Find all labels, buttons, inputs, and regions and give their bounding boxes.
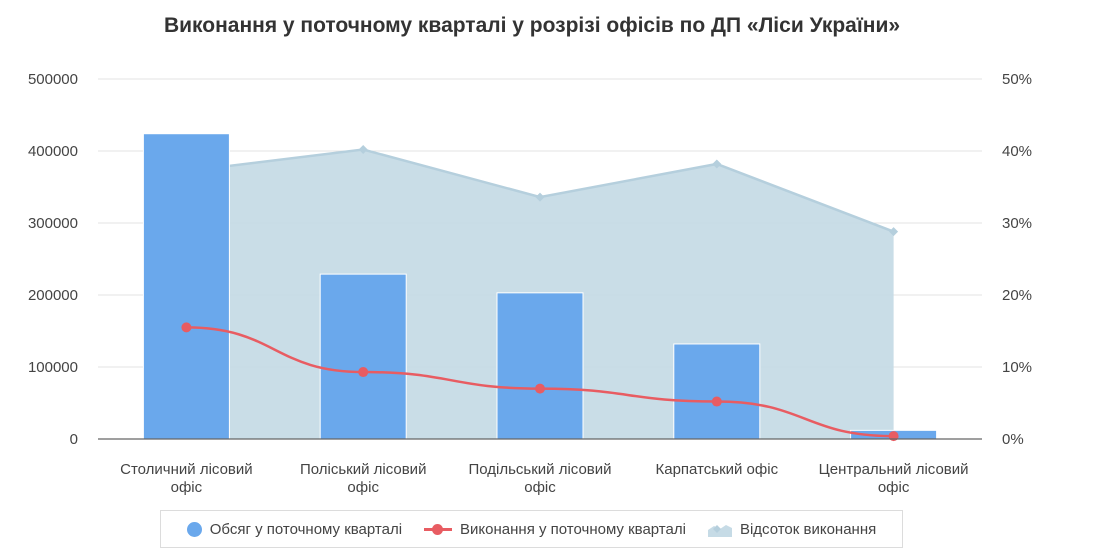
y-tick-label-left: 200000	[28, 287, 78, 304]
legend-label-execution: Виконання у поточному кварталі	[460, 520, 686, 538]
legend-label-volume: Обсяг у поточному кварталі	[209, 520, 403, 538]
y-tick-label-left: 0	[70, 431, 78, 448]
x-tick-label: Карпатський офіс	[656, 461, 779, 478]
y-tick-label-left: 300000	[28, 215, 78, 232]
y-tick-label-right: 30%	[1002, 215, 1032, 232]
legend: Обсяг у поточному кварталі Виконання у п…	[160, 510, 903, 548]
execution-point	[711, 396, 722, 407]
chart-title: Виконання у поточному кварталі у розрізі…	[163, 14, 901, 37]
y-tick-label-left: 100000	[28, 359, 78, 376]
execution-point	[888, 431, 899, 442]
legend-item-volume[interactable]: Обсяг у поточному кварталі	[186, 520, 403, 538]
y-tick-label-right: 50%	[1002, 71, 1032, 88]
volume-bar	[142, 133, 230, 440]
volume-bar-series	[142, 133, 938, 440]
x-tick-label: Центральний лісовий	[819, 461, 969, 478]
y-tick-label-left: 500000	[28, 71, 78, 88]
execution-line-series	[181, 322, 899, 442]
axes: 0 0% 100000 10% 200000 20% 300000 30% 400000 40% 5…	[28, 71, 1032, 496]
y-tick-label-right: 0%	[1002, 431, 1024, 448]
x-tick-label: офіс	[878, 479, 910, 496]
legend-label-percent: Відсоток виконання	[739, 520, 877, 538]
y-tick-label-right: 10%	[1002, 359, 1032, 376]
y-tick-label-left: 400000	[28, 143, 78, 160]
x-tick-label: Подільський лісовий	[468, 461, 611, 478]
chart-plot: 0 0% 100000 10% 200000 20% 300000 30% 400000 40% 5…	[28, 71, 1032, 496]
percent-point	[889, 227, 899, 237]
percent-point	[358, 145, 368, 155]
execution-point	[535, 383, 545, 394]
execution-point	[181, 322, 192, 333]
percent-point	[535, 192, 545, 202]
circle-icon	[186, 521, 202, 537]
area-icon	[707, 522, 732, 537]
volume-bar	[319, 273, 407, 440]
line-dot-icon	[424, 522, 453, 537]
execution-point	[358, 367, 369, 378]
legend-item-execution[interactable]: Виконання у поточному кварталі	[424, 521, 686, 538]
x-tick-label: Столичний лісовий	[120, 461, 253, 478]
x-tick-label: офіс	[524, 479, 556, 496]
percent-point	[712, 159, 722, 169]
volume-bar	[496, 292, 584, 440]
y-tick-label-right: 20%	[1002, 287, 1032, 304]
legend-item-percent[interactable]: Відсоток виконання	[707, 520, 877, 538]
x-tick-label: офіс	[171, 479, 203, 496]
volume-bar	[673, 343, 761, 440]
y-tick-label-right: 40%	[1002, 143, 1032, 160]
x-tick-label: офіс	[347, 479, 379, 496]
x-tick-label: Поліський лісовий	[300, 461, 427, 478]
